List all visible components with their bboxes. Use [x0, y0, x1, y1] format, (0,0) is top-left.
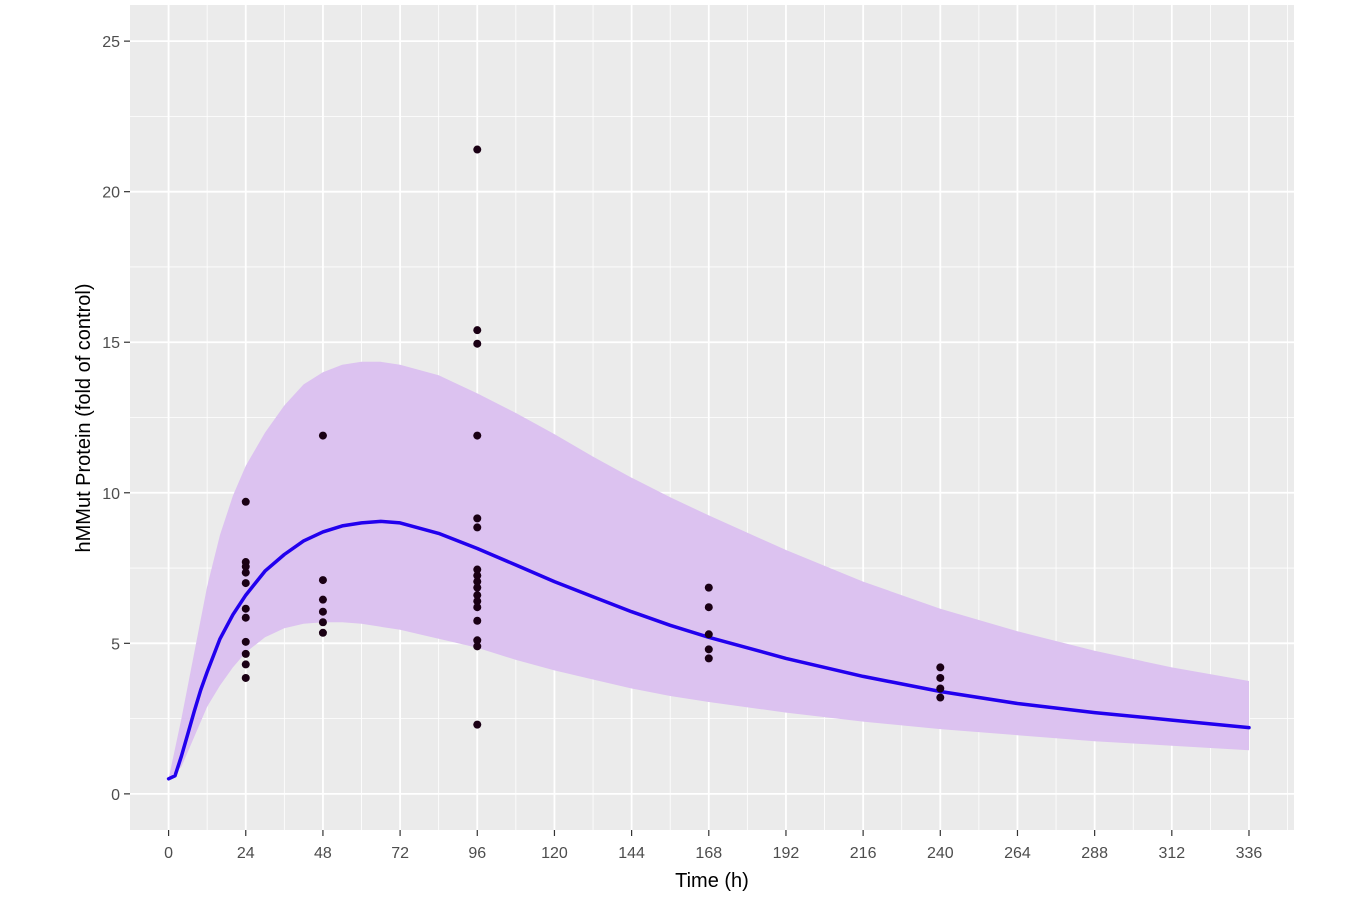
data-point — [704, 630, 713, 639]
data-point — [704, 654, 713, 663]
data-point — [241, 562, 250, 571]
x-tick-label: 264 — [1004, 845, 1031, 862]
data-point — [318, 431, 327, 440]
data-point — [318, 618, 327, 627]
data-point — [473, 514, 482, 523]
x-axis-ticks: 0 24 48 72 96 120 144 168 192 216 240 264 288 312 336 — [164, 830, 1262, 862]
data-point — [318, 628, 327, 637]
data-point — [473, 145, 482, 154]
x-tick-label: 72 — [391, 845, 409, 862]
data-point — [473, 636, 482, 645]
data-point — [473, 642, 482, 651]
data-point — [473, 339, 482, 348]
y-tick-label: 5 — [111, 636, 120, 653]
data-point — [241, 579, 250, 588]
data-point — [318, 607, 327, 616]
data-point — [473, 431, 482, 440]
data-point — [473, 597, 482, 606]
data-point — [473, 577, 482, 586]
y-tick-label: 0 — [111, 787, 120, 804]
data-point — [473, 583, 482, 592]
y-tick-label: 10 — [102, 486, 120, 503]
x-tick-label: 240 — [927, 845, 954, 862]
data-points — [241, 145, 945, 729]
data-point — [241, 568, 250, 577]
data-point — [241, 604, 250, 613]
x-tick-label: 120 — [541, 845, 568, 862]
data-point — [473, 326, 482, 335]
x-tick-label: 24 — [237, 845, 255, 862]
data-point — [473, 565, 482, 574]
x-tick-label: 216 — [850, 845, 877, 862]
data-point — [704, 645, 713, 654]
data-point — [473, 571, 482, 580]
y-tick-label: 25 — [102, 34, 120, 51]
data-point — [473, 523, 482, 532]
y-axis-title: hMMut Protein (fold of control) — [73, 284, 95, 553]
data-point — [241, 613, 250, 622]
data-point — [704, 603, 713, 612]
x-tick-label: 192 — [773, 845, 800, 862]
x-tick-label: 312 — [1158, 845, 1185, 862]
data-point — [936, 663, 945, 672]
x-tick-label: 96 — [468, 845, 486, 862]
data-point — [473, 616, 482, 625]
data-point — [473, 591, 482, 600]
data-point — [936, 693, 945, 702]
fit-line — [166, 519, 1251, 781]
data-point — [241, 673, 250, 682]
y-tick-label: 15 — [102, 335, 120, 352]
data-point — [473, 603, 482, 612]
x-axis-title: Time (h) — [675, 870, 749, 892]
data-point — [241, 660, 250, 669]
x-tick-label: 288 — [1081, 845, 1108, 862]
y-tick-label: 20 — [102, 185, 120, 202]
x-tick-label: 168 — [695, 845, 722, 862]
data-point — [241, 497, 250, 506]
y-axis-ticks: 0 5 10 15 20 25 — [102, 34, 130, 804]
x-tick-label: 144 — [618, 845, 645, 862]
data-point — [473, 720, 482, 729]
confidence-band — [168, 361, 1250, 779]
x-tick-label: 0 — [164, 845, 173, 862]
data-point — [936, 673, 945, 682]
data-point — [241, 649, 250, 658]
x-tick-label: 336 — [1236, 845, 1263, 862]
x-tick-label: 48 — [314, 845, 332, 862]
data-point — [318, 576, 327, 585]
data-point — [936, 684, 945, 693]
data-point — [704, 583, 713, 592]
data-point — [241, 637, 250, 646]
data-point — [318, 595, 327, 604]
